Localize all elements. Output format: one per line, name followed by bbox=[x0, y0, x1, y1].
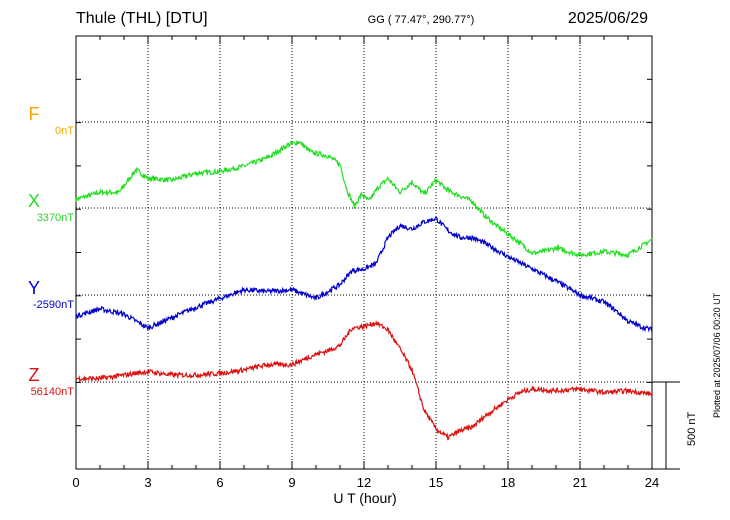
channel-baseline: 0nT bbox=[55, 125, 74, 137]
x-tick-label: 18 bbox=[501, 475, 515, 490]
channel-label-x: X 3370nT bbox=[4, 191, 74, 224]
y-ticks bbox=[76, 78, 652, 427]
x-tick-label: 21 bbox=[573, 475, 587, 490]
plotted-timestamp: Plotted at 2025/07/06 00:20 UT bbox=[712, 292, 722, 418]
x-tick-label: 6 bbox=[216, 475, 223, 490]
x-tick-label: 15 bbox=[429, 475, 443, 490]
x-tick-label: 9 bbox=[288, 475, 295, 490]
scale-bar bbox=[652, 381, 680, 470]
channel-baseline: -2590nT bbox=[33, 299, 74, 311]
series-x-line bbox=[75, 139, 653, 259]
channel-label-y: Y -2590nT bbox=[4, 278, 74, 311]
channel-name: Z bbox=[28, 365, 40, 385]
channel-baseline: 3370nT bbox=[36, 212, 74, 224]
channel-label-f: F 0nT bbox=[4, 104, 75, 137]
series-group bbox=[75, 139, 653, 441]
series-y-line bbox=[75, 216, 653, 333]
x-tick-label: 12 bbox=[357, 475, 371, 490]
x-axis-label: U T (hour) bbox=[333, 490, 397, 506]
x-tick-label: 0 bbox=[72, 475, 79, 490]
channel-label-z: Z 56140nT bbox=[4, 365, 75, 398]
series-z-line bbox=[75, 320, 653, 441]
channel-baseline: 56140nT bbox=[30, 386, 74, 398]
geographic-coordinates: GG ( 77.47°, 290.77°) bbox=[367, 14, 475, 26]
scale-bar-label: 500 nT bbox=[686, 411, 698, 446]
x-ticks: 0 3 6 9 12 15 18 21 24 bbox=[72, 36, 659, 490]
channel-name: Y bbox=[27, 278, 40, 298]
x-tick-label: 3 bbox=[144, 475, 151, 490]
station-title: Thule (THL) [DTU] bbox=[76, 10, 208, 27]
x-tick-label: 24 bbox=[645, 475, 659, 490]
channel-name: F bbox=[28, 104, 40, 124]
channel-name: X bbox=[27, 191, 40, 211]
chart-date: 2025/06/29 bbox=[567, 10, 648, 27]
